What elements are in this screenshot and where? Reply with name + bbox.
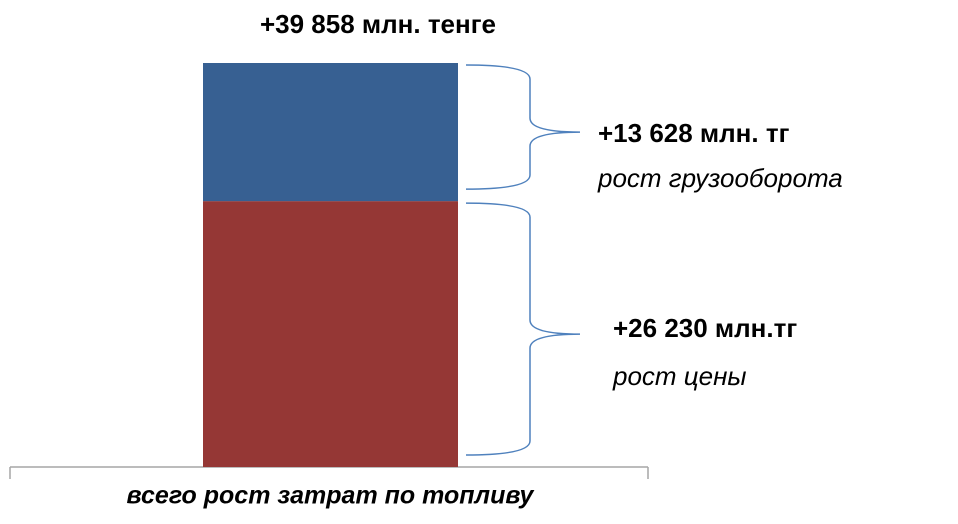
x-tick-label: всего рост затрат по топливу bbox=[127, 482, 535, 510]
value-label: +26 230 млн.тг bbox=[613, 313, 797, 343]
brace bbox=[465, 64, 581, 190]
series-name: рост цены bbox=[612, 361, 747, 391]
bar-segment bbox=[203, 201, 458, 467]
total-label: +39 858 млн. тенге bbox=[260, 9, 496, 39]
bar-segment bbox=[203, 63, 458, 202]
series-name: рост грузооборота bbox=[597, 163, 843, 193]
brace bbox=[465, 202, 581, 456]
value-label: +13 628 млн. тг bbox=[598, 118, 790, 148]
